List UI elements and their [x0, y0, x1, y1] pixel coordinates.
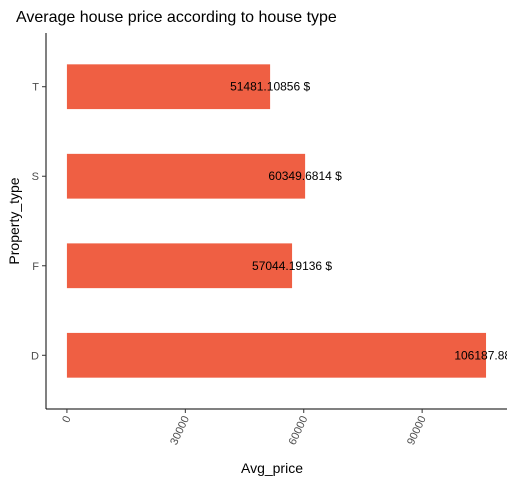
- y-tick-label-T: T: [32, 82, 39, 94]
- x-axis-title: Avg_price: [241, 460, 303, 476]
- chart-title: Average house price according to house t…: [16, 9, 337, 26]
- bar-F: [66, 243, 293, 289]
- bars-group: [66, 64, 487, 378]
- data-label-S: 60349.6814 $: [268, 169, 342, 183]
- data-label-T: 51481.10856 $: [230, 80, 310, 94]
- x-tick-label-90000: 90000: [405, 414, 429, 447]
- data-label-F: 57044.19136 $: [252, 259, 332, 273]
- y-tick-label-F: F: [32, 261, 39, 273]
- x-ticks-group: 0 30000 60000 90000: [60, 409, 429, 447]
- x-tick-label-60000: 60000: [287, 414, 311, 447]
- bar-T: [66, 64, 271, 110]
- y-tick-label-D: D: [31, 350, 39, 362]
- bar-S: [66, 153, 306, 199]
- x-tick-label-0: 0: [60, 414, 73, 425]
- data-labels-group: 106187.889 57044.19136 $ 60349.6814 $ 51481…: [230, 80, 507, 363]
- bar-D: [66, 332, 487, 378]
- y-axis-title: Property_type: [6, 177, 22, 264]
- data-label-D: 106187.889: [454, 348, 507, 362]
- y-ticks-group: D F S T: [31, 82, 46, 362]
- y-tick-label-S: S: [32, 171, 39, 183]
- x-tick-label-30000: 30000: [168, 414, 192, 447]
